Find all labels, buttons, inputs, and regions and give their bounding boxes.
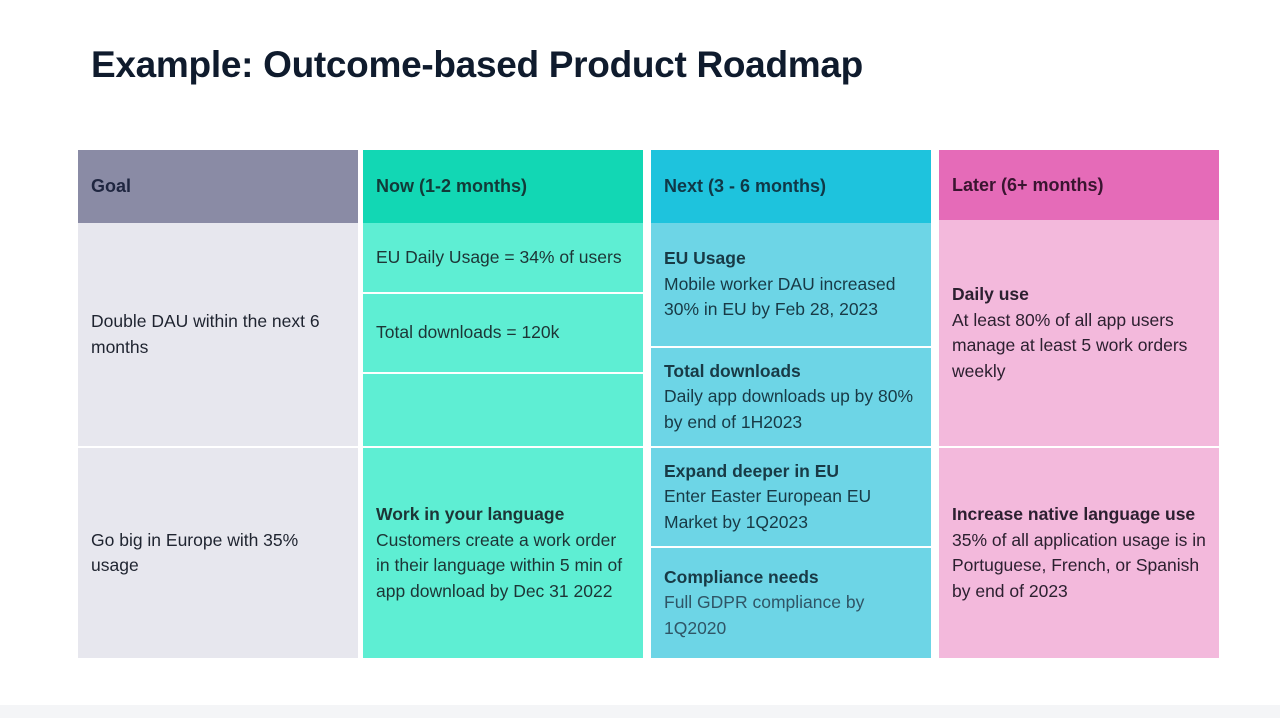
outcome-text: Full GDPR compliance by 1Q2020 — [664, 592, 865, 638]
row-divider — [363, 446, 643, 448]
goal-text: Go big in Europe with 35% usage — [91, 529, 299, 576]
outcome-text: Daily app downloads up by 80% by end of … — [664, 386, 914, 432]
next-column: Next (3 - 6 months) EU Usage Mobile work… — [651, 150, 931, 658]
later-column: Later (6+ months) Daily use At least 80%… — [939, 150, 1219, 658]
outcome-heading: Increase native language use — [952, 504, 1196, 524]
next-cell-4: Compliance needs Full GDPR compliance by… — [651, 548, 931, 658]
row-divider — [651, 446, 931, 448]
bottom-bar — [0, 705, 1280, 718]
cell-divider — [651, 546, 931, 548]
now-cell-3 — [363, 374, 643, 446]
row-divider — [78, 446, 358, 448]
next-cell-2: Total downloads Daily app downloads up b… — [651, 348, 931, 446]
now-column-header: Now (1-2 months) — [363, 150, 643, 223]
outcome-heading: Compliance needs — [664, 566, 819, 587]
row-divider — [939, 446, 1219, 448]
page-title: Example: Outcome-based Product Roadmap — [91, 44, 863, 85]
cell-divider — [363, 372, 643, 374]
metric-text: EU Daily Usage = 34% of users — [376, 246, 622, 267]
outcome-text: 35% of all application usage is in Portu… — [952, 529, 1206, 601]
outcome-text: Enter Easter European EU Market by 1Q202… — [664, 486, 872, 532]
outcome-text: Mobile worker DAU increased 30% in EU by… — [664, 273, 896, 320]
later-column-header: Later (6+ months) — [939, 150, 1219, 220]
goal-column-header: Goal — [78, 150, 358, 223]
now-cell-1: EU Daily Usage = 34% of users — [363, 223, 643, 292]
outcome-text: Customers create a work order in their l… — [376, 529, 623, 601]
now-cell-2: Total downloads = 120k — [363, 294, 643, 372]
outcome-heading: Work in your language — [376, 504, 565, 524]
metric-text: Total downloads = 120k — [376, 322, 560, 343]
next-cell-3: Expand deeper in EU Enter Easter Europea… — [651, 448, 931, 546]
outcome-heading: EU Usage — [664, 248, 746, 269]
later-cell-2: Increase native language use 35% of all … — [939, 448, 1219, 658]
goal-cell-1: Double DAU within the next 6 months — [78, 223, 358, 446]
now-column: Now (1-2 months) EU Daily Usage = 34% of… — [363, 150, 643, 658]
goal-column: Goal Double DAU within the next 6 months… — [78, 150, 358, 658]
cell-divider — [363, 292, 643, 294]
next-column-header: Next (3 - 6 months) — [651, 150, 931, 223]
later-cell-1: Daily use At least 80% of all app users … — [939, 220, 1219, 446]
goal-text: Double DAU within the next 6 months — [91, 311, 320, 357]
outcome-heading: Expand deeper in EU — [664, 460, 840, 481]
outcome-text: At least 80% of all app users manage at … — [952, 309, 1188, 381]
cell-divider — [651, 346, 931, 348]
goal-cell-2: Go big in Europe with 35% usage — [78, 448, 358, 658]
outcome-heading: Daily use — [952, 284, 1029, 304]
outcome-heading: Total downloads — [664, 360, 801, 381]
now-cell-4: Work in your language Customers create a… — [363, 448, 643, 658]
next-cell-1: EU Usage Mobile worker DAU increased 30%… — [651, 223, 931, 346]
